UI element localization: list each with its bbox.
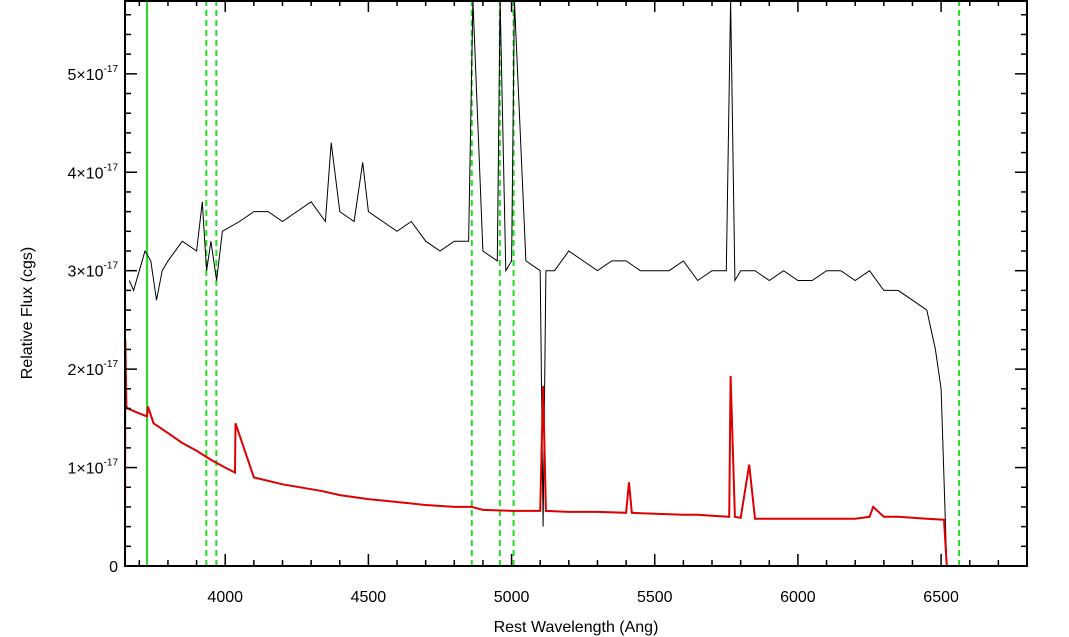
y-tick-labels: 01×10-172×10-173×10-174×10-175×10-17 bbox=[68, 64, 119, 576]
model-spectrum-line bbox=[124, 339, 1027, 567]
y-tick-mantissa: 0 bbox=[109, 559, 118, 576]
y-tick-mantissa: 3×10 bbox=[68, 264, 104, 281]
x-tick-label: 6000 bbox=[780, 589, 816, 606]
x-tick-label: 4500 bbox=[351, 589, 387, 606]
x-tick-label: 4000 bbox=[207, 589, 243, 606]
y-tick-mantissa: 4×10 bbox=[68, 165, 104, 182]
plot-frame bbox=[124, 0, 1028, 567]
y-tick-mantissa: 5×10 bbox=[68, 67, 104, 84]
y-tick-label: 5×10-17 bbox=[68, 64, 119, 84]
y-tick-exponent: -17 bbox=[104, 359, 119, 370]
y-tick-label: 0 bbox=[109, 559, 118, 576]
y-tick-label: 3×10-17 bbox=[68, 261, 119, 281]
y-tick-label: 2×10-17 bbox=[68, 359, 119, 379]
x-tick-labels: 4000 4500 5000 5500 6000 6500 bbox=[207, 589, 959, 606]
y-tick-mantissa: 1×10 bbox=[68, 461, 104, 478]
y-tick-exponent: -17 bbox=[104, 64, 119, 75]
x-axis-label: Rest Wavelength (Ang) bbox=[494, 619, 659, 636]
y-tick-exponent: -17 bbox=[104, 261, 119, 272]
y-tick-exponent: -17 bbox=[104, 458, 119, 469]
tick-marks bbox=[125, 0, 1028, 567]
y-tick-mantissa: 2×10 bbox=[68, 362, 104, 379]
y-tick-label: 1×10-17 bbox=[68, 458, 119, 478]
x-tick-label: 6500 bbox=[923, 589, 959, 606]
y-tick-label: 4×10-17 bbox=[68, 162, 119, 182]
y-axis-label: Relative Flux (cgs) bbox=[19, 247, 36, 379]
y-tick-exponent: -17 bbox=[104, 162, 119, 173]
x-tick-label: 5500 bbox=[637, 589, 673, 606]
series-layer bbox=[124, 0, 1027, 567]
x-tick-label: 5000 bbox=[494, 589, 530, 606]
observed-spectrum-line bbox=[128, 0, 948, 567]
